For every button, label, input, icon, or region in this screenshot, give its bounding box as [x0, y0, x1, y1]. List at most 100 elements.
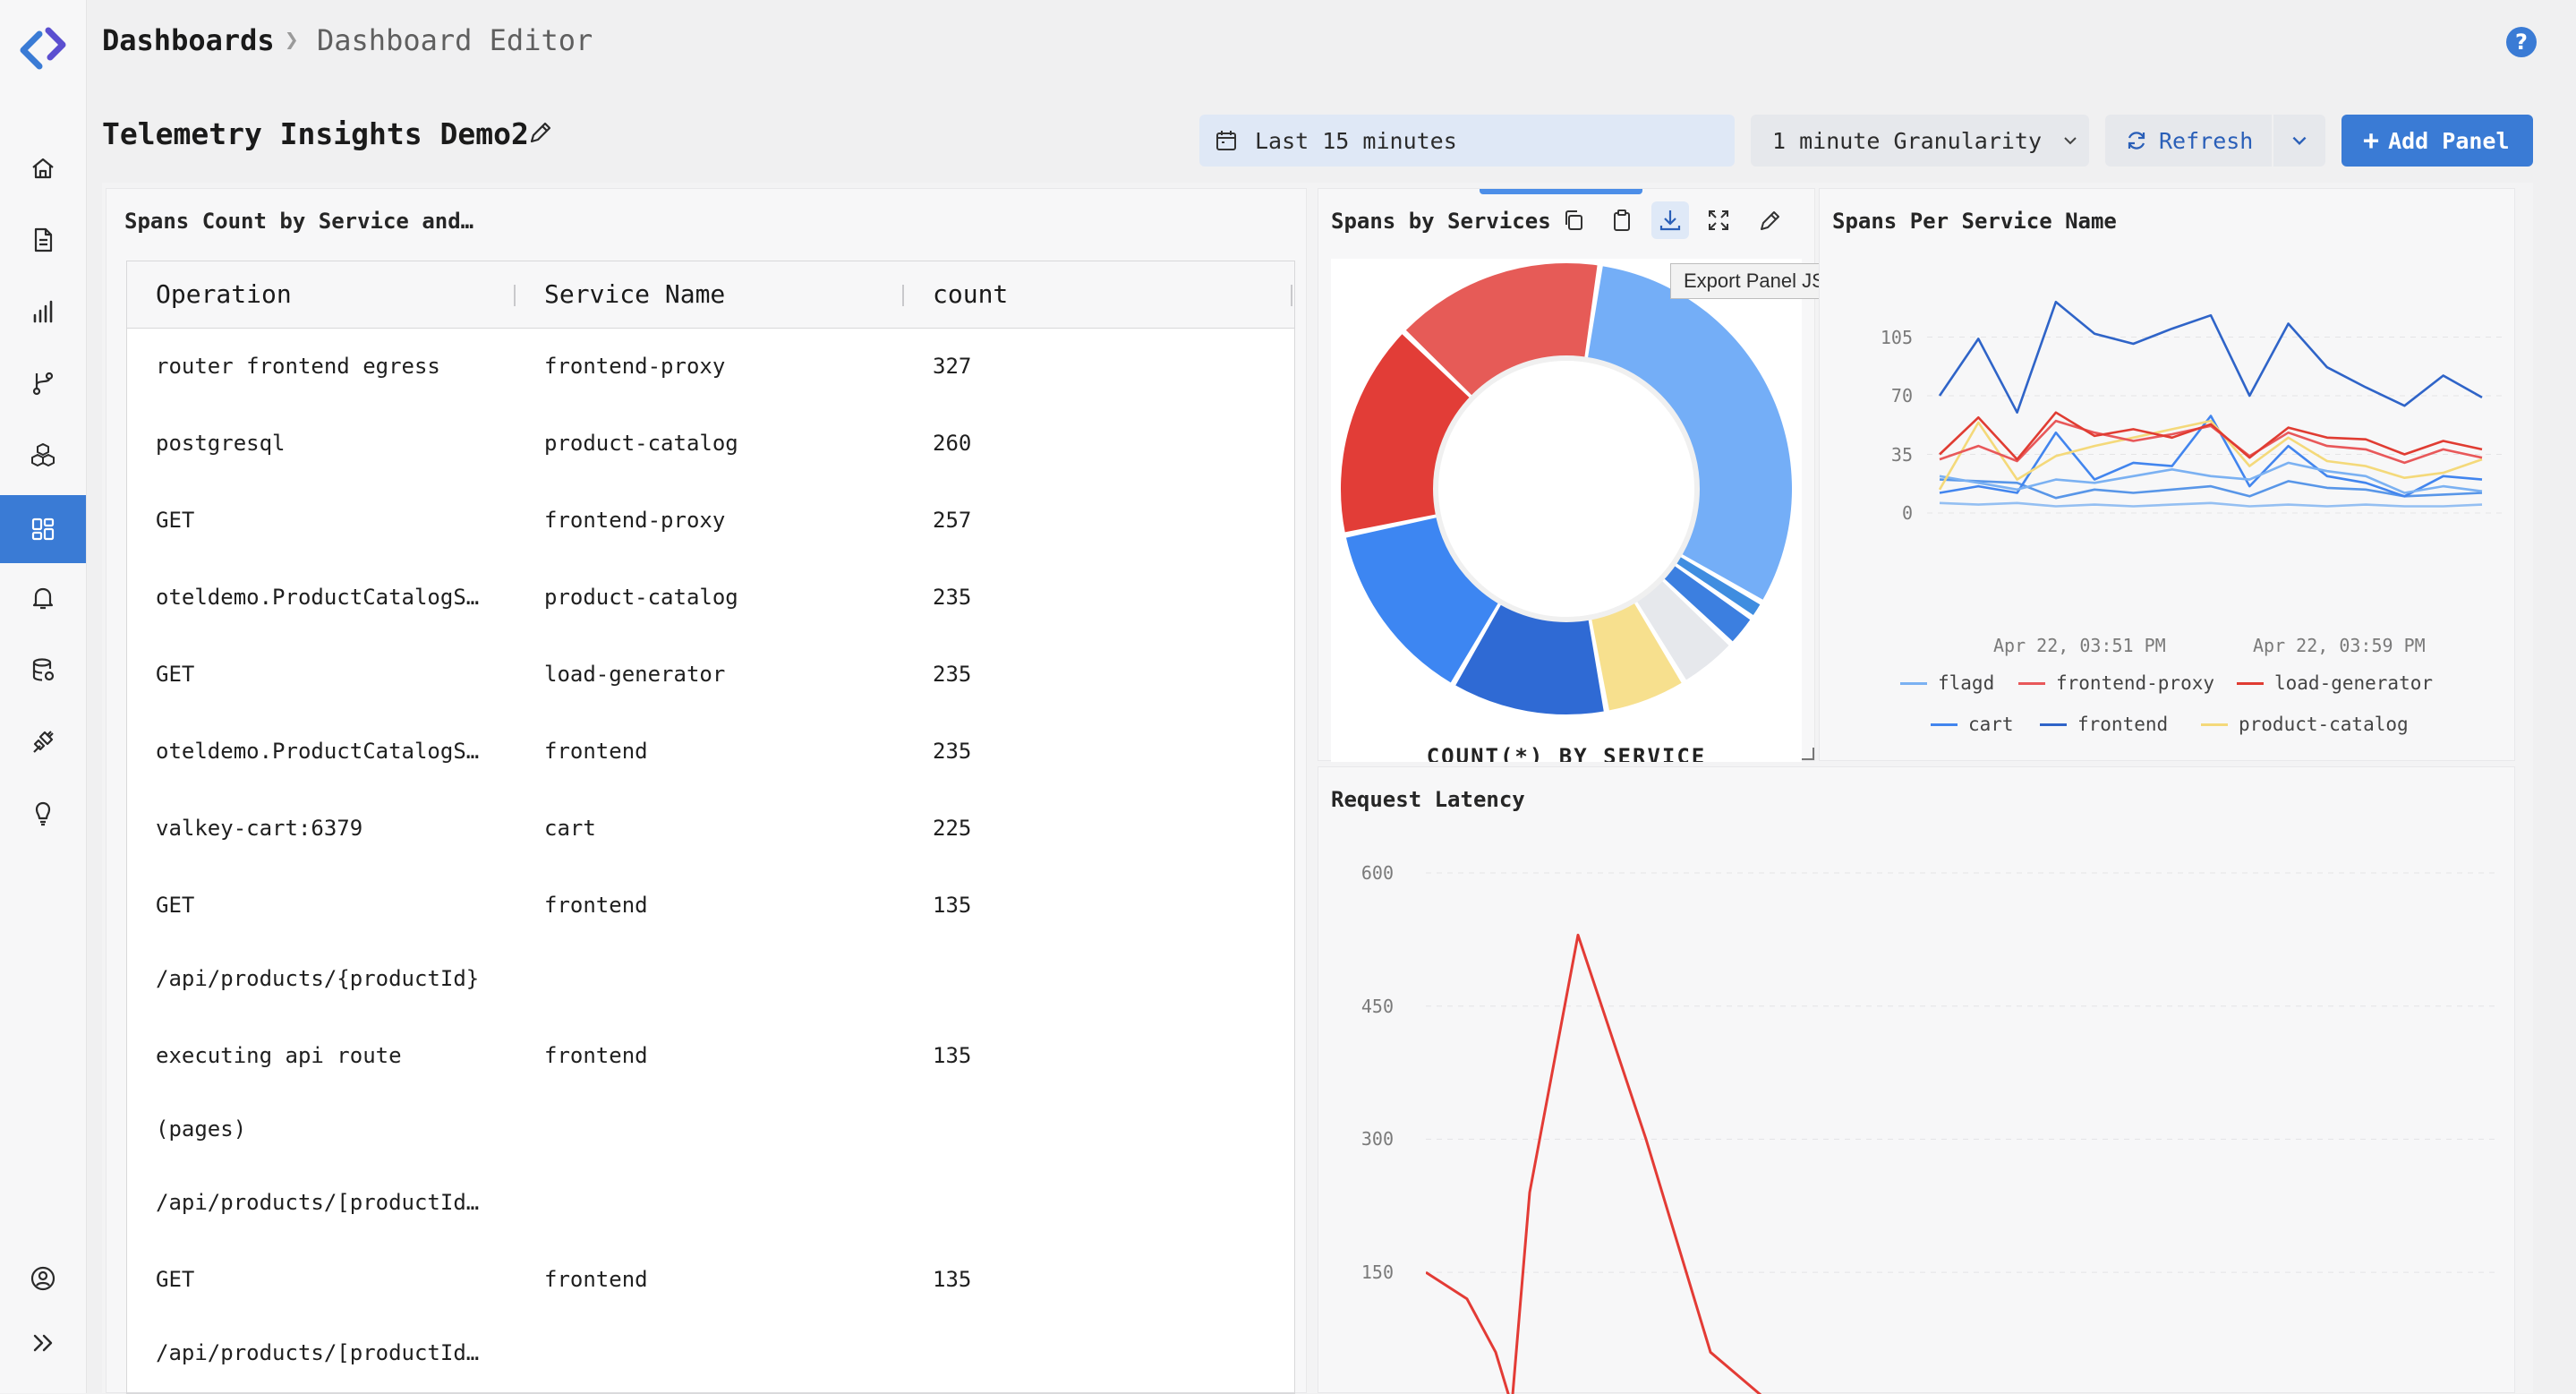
pie-slice[interactable]: [1676, 556, 1761, 616]
pie-caption: COUNT(*) BY SERVICE: [1426, 744, 1707, 762]
pie-slice[interactable]: [1591, 603, 1682, 711]
table-row[interactable]: router frontend egress frontend-proxy 327: [127, 329, 1294, 406]
series-line[interactable]: [1938, 419, 2483, 491]
cell-service: frontend: [544, 1267, 648, 1292]
legend-swatch: [2201, 723, 2228, 726]
legend-item[interactable]: frontend: [2040, 714, 2168, 735]
dashboard-title: Telemetry Insights Demo2: [102, 116, 529, 151]
table-row[interactable]: GET frontend-proxy 257: [127, 483, 1294, 560]
pie-slice[interactable]: [1455, 603, 1604, 714]
cell-operation: oteldemo.ProductCatalogS…: [156, 739, 480, 764]
resize-handle[interactable]: [1802, 748, 1814, 760]
nav-integrations[interactable]: [0, 707, 86, 775]
cell-operation: GET: [156, 508, 195, 533]
cell-service: product-catalog: [544, 585, 738, 610]
edit-title-icon[interactable]: [526, 118, 555, 147]
column-resizer[interactable]: [514, 285, 516, 306]
nav-data[interactable]: [0, 636, 86, 704]
legend-swatch: [1931, 723, 1958, 726]
cell-count: 260: [933, 431, 972, 456]
cell-count: 235: [933, 662, 972, 687]
nav-alerts[interactable]: [0, 564, 86, 632]
nav-tips[interactable]: [0, 779, 86, 847]
series-line[interactable]: [1938, 300, 2483, 414]
legend-item[interactable]: frontend-proxy: [2018, 672, 2214, 694]
nav-metrics[interactable]: [0, 278, 86, 346]
pie-slice[interactable]: [1664, 565, 1751, 642]
column-header-count[interactable]: count: [933, 279, 1009, 309]
latency-chart[interactable]: [1426, 860, 2495, 1394]
calendar-icon: [1216, 131, 1236, 150]
panel-title: Request Latency: [1331, 787, 1525, 812]
pie-slice[interactable]: [1587, 266, 1792, 600]
line-panel: Spans Per Service Name 105 70 35 0 Apr 22, …: [1819, 188, 2515, 761]
cell-operation: oteldemo.ProductCatalogS…: [156, 585, 480, 610]
column-resizer[interactable]: [902, 285, 904, 306]
legend-item[interactable]: cart: [1931, 714, 2014, 735]
table-row[interactable]: oteldemo.ProductCatalogS… frontend 235: [127, 714, 1294, 791]
cell-count: 235: [933, 739, 972, 764]
cell-count: 235: [933, 585, 972, 610]
legend-item[interactable]: product-catalog: [2201, 714, 2409, 735]
series-line[interactable]: [1939, 411, 2483, 461]
panel-title: Spans by Services: [1331, 209, 1551, 234]
clipboard-icon[interactable]: [1608, 207, 1635, 234]
table-row[interactable]: executing api route (pages) /api/product…: [127, 1018, 1294, 1243]
dashboard-grid-icon: [31, 517, 55, 541]
table-row[interactable]: GET /api/products/[productId… frontend 135: [127, 1242, 1294, 1393]
column-header-service[interactable]: Service Name: [544, 279, 726, 309]
drag-handle[interactable]: [1480, 189, 1642, 194]
pie-slice[interactable]: [1405, 263, 1598, 396]
pie-slice[interactable]: [1636, 580, 1729, 680]
cell-operation: postgresql: [156, 431, 286, 456]
latency-line[interactable]: [1426, 933, 2459, 1394]
breadcrumb-dashboards[interactable]: Dashboards: [102, 23, 275, 57]
legend-item[interactable]: load-generator: [2237, 672, 2433, 694]
pie-slice[interactable]: [1341, 334, 1471, 533]
time-range-picker[interactable]: Last 15 minutes: [1199, 115, 1735, 167]
donut-hole: [1433, 355, 1700, 622]
fullscreen-icon[interactable]: [1705, 207, 1732, 234]
donut-chart[interactable]: [1331, 259, 1802, 762]
x-tick: Apr 22, 03:51 PM: [1993, 635, 2166, 656]
series-line[interactable]: [1939, 419, 2483, 465]
cell-service: frontend-proxy: [544, 354, 726, 379]
nav-logs[interactable]: [0, 206, 86, 274]
edit-panel-icon[interactable]: [1757, 207, 1784, 234]
series-line[interactable]: [1939, 461, 2483, 494]
legend-item[interactable]: flagd: [1900, 672, 1994, 694]
x-tick: Apr 22, 03:59 PM: [2253, 635, 2426, 656]
line-chart[interactable]: [1927, 278, 2505, 526]
column-resizer[interactable]: [1291, 285, 1292, 306]
series-line[interactable]: [1939, 478, 2483, 500]
series-line[interactable]: [1939, 501, 2483, 508]
table-row[interactable]: GET /api/products/{productId} frontend 135: [127, 868, 1294, 1019]
app-logo[interactable]: [16, 21, 70, 75]
copy-icon[interactable]: [1560, 207, 1587, 234]
table-row[interactable]: postgresql product-catalog 260: [127, 406, 1294, 483]
nav-expand[interactable]: [0, 1309, 86, 1377]
pie-slice[interactable]: [1345, 517, 1499, 683]
nav-traces[interactable]: [0, 349, 86, 417]
nav-home[interactable]: [0, 134, 86, 202]
table-row[interactable]: oteldemo.ProductCatalogS… product-catalog…: [127, 560, 1294, 637]
legend-label: frontend-proxy: [2056, 672, 2215, 694]
y-tick: 600: [1361, 862, 1394, 884]
refresh-button[interactable]: Refresh: [2105, 115, 2272, 167]
column-header-operation[interactable]: Operation: [156, 279, 292, 309]
refresh-options-button[interactable]: [2273, 115, 2325, 167]
pie-chart-area: COUNT(*) BY SERVICE: [1331, 259, 1802, 762]
granularity-select[interactable]: 1 minute Granularity: [1751, 115, 2089, 167]
add-panel-button[interactable]: + Add Panel: [2341, 115, 2533, 167]
y-tick: 35: [1890, 443, 1913, 466]
nav-profile[interactable]: [0, 1244, 86, 1313]
export-json-icon[interactable]: [1651, 201, 1689, 239]
nav-dashboards[interactable]: [0, 495, 86, 563]
chevrons-right-icon: [33, 1334, 53, 1352]
table-row[interactable]: GET load-generator 235: [127, 637, 1294, 714]
nav-services[interactable]: [0, 421, 86, 489]
cell-operation: GET /api/products/[productId…: [156, 1267, 480, 1365]
table-row[interactable]: valkey-cart:6379 cart 225: [127, 791, 1294, 868]
help-icon[interactable]: ?: [2506, 27, 2537, 57]
cubes-icon: [31, 443, 55, 466]
